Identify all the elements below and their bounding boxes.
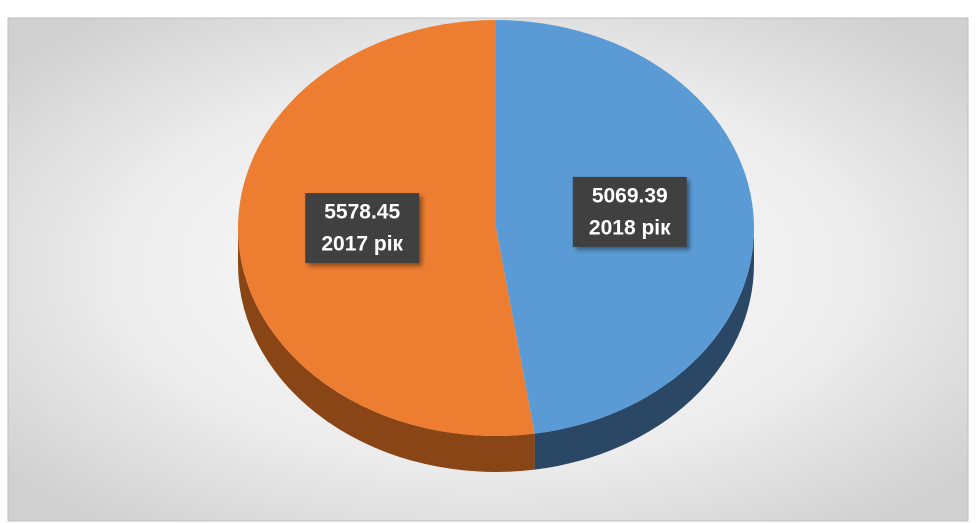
data-label-box [305,193,420,264]
data-label: 5069.39 2018 рік [572,176,687,247]
data-label-category: 2018 рік [589,216,671,239]
data-label-value: 5069.39 [592,184,668,207]
data-label-value: 5578.45 [324,201,400,224]
pie: 5069.39 2018 рік 5578.45 2017 рік [237,20,754,472]
slice-side [238,228,535,472]
data-label-category: 2017 рік [321,233,403,256]
data-label-box [572,176,687,247]
data-label: 5578.45 2017 рік [305,193,420,264]
slice-side [534,228,754,470]
